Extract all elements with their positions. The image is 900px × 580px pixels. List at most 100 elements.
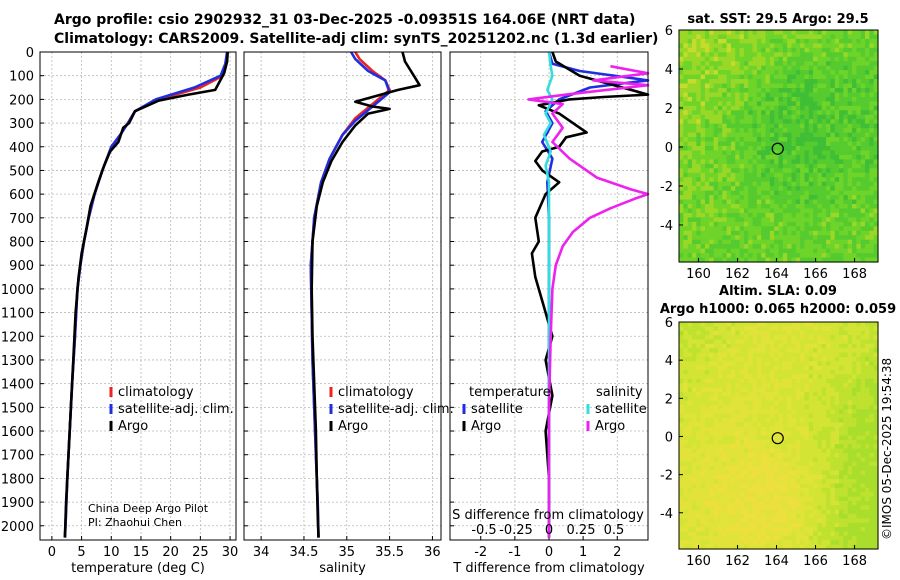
sst_map-cell bbox=[821, 79, 827, 85]
sla_map-cell bbox=[722, 413, 728, 419]
sla_map-cell bbox=[713, 391, 719, 397]
sst_map-cell bbox=[752, 137, 758, 143]
sst_map-cell bbox=[683, 195, 689, 201]
sst_map-cell bbox=[839, 52, 844, 58]
sst_map-cell bbox=[839, 217, 844, 223]
sst_map-cell bbox=[873, 190, 879, 196]
sst_map-cell bbox=[821, 65, 827, 71]
sst_map-cell bbox=[778, 88, 784, 94]
sla_map-cell bbox=[791, 330, 797, 336]
sst_map-cell bbox=[787, 168, 793, 174]
sst_map-cell bbox=[726, 208, 732, 214]
sst_map-cell bbox=[852, 186, 857, 192]
sla_map-cell bbox=[713, 535, 719, 541]
sst_map-cell bbox=[869, 195, 875, 201]
sla_map-cell bbox=[743, 444, 749, 450]
sst_map-cell bbox=[834, 65, 840, 71]
sst_map-cell bbox=[722, 163, 728, 169]
sst_map-cell bbox=[683, 38, 689, 44]
sla_map-cell bbox=[808, 343, 814, 349]
sst_map-cell bbox=[765, 141, 771, 147]
sla_map-cell bbox=[713, 435, 719, 441]
sla_map-cell bbox=[709, 391, 715, 397]
sst_map-cell bbox=[856, 92, 862, 98]
sla_map-cell bbox=[804, 522, 810, 528]
sst_map-cell bbox=[679, 38, 684, 44]
sst_map-cell bbox=[752, 230, 758, 236]
sla_map-cell bbox=[717, 509, 723, 515]
sla_map-cell bbox=[834, 413, 840, 419]
sla_map-cell bbox=[813, 474, 819, 480]
sla_map-cell bbox=[860, 496, 866, 502]
sla_map-cell bbox=[774, 500, 780, 506]
sst_map-cell bbox=[765, 168, 771, 174]
sla_map-cell bbox=[869, 361, 875, 367]
sst_map-cell bbox=[765, 105, 771, 111]
sst_map-cell bbox=[774, 123, 780, 129]
sst_map-cell bbox=[847, 159, 853, 165]
temperature-ytick-label: 200 bbox=[9, 93, 34, 108]
sla_map-cell bbox=[730, 496, 736, 502]
sla_map-cell bbox=[774, 452, 780, 458]
sla_map-cell bbox=[756, 431, 762, 437]
sla_map-cell bbox=[839, 509, 844, 515]
sst_map-cell bbox=[826, 43, 832, 49]
sst_map-cell bbox=[821, 114, 827, 120]
sst_map-cell bbox=[713, 43, 719, 49]
sla_map-cell bbox=[774, 330, 780, 336]
sst_map-cell bbox=[860, 137, 866, 143]
sst_map-cell bbox=[769, 190, 775, 196]
sla_map-cell bbox=[847, 461, 853, 467]
sla_map-cell bbox=[683, 343, 689, 349]
sst_map-cell bbox=[752, 61, 758, 67]
sst_map-cell bbox=[821, 195, 827, 201]
sst_map-cell bbox=[726, 253, 732, 259]
sst_map-cell bbox=[774, 199, 780, 205]
sla_map-cell bbox=[761, 396, 767, 402]
sst_map-cell bbox=[683, 177, 689, 183]
sst_map-cell bbox=[700, 30, 706, 36]
sst_map-cell bbox=[873, 195, 879, 201]
sla_map-cell bbox=[748, 339, 754, 345]
sst_map-cell bbox=[717, 61, 723, 67]
sst_map-cell bbox=[856, 70, 862, 76]
sla_map-cell bbox=[852, 431, 857, 437]
sla_map-cell bbox=[791, 413, 797, 419]
sla_map-cell bbox=[691, 330, 697, 336]
sla_map-cell bbox=[756, 435, 762, 441]
sst_map-cell bbox=[730, 146, 736, 152]
sla_map-cell bbox=[839, 470, 844, 476]
sst_map-cell bbox=[704, 257, 710, 263]
sla_map-cell bbox=[756, 383, 762, 389]
sst_map-cell bbox=[795, 190, 801, 196]
sla_map-cell bbox=[704, 404, 710, 410]
sst_map-cell bbox=[739, 132, 745, 138]
sla_map-cell bbox=[865, 339, 870, 345]
sst_map-cell bbox=[748, 212, 754, 218]
sst_map-cell bbox=[687, 248, 693, 254]
sla_map-cell bbox=[691, 457, 697, 463]
sst_map-cell bbox=[709, 123, 715, 129]
sst_map-cell bbox=[834, 177, 840, 183]
sst_map-cell bbox=[730, 47, 736, 53]
sst_map-cell bbox=[769, 199, 775, 205]
sst_map-cell bbox=[761, 146, 767, 152]
sst_map-cell bbox=[847, 212, 853, 218]
sst_map-cell bbox=[843, 123, 849, 129]
sst_map-cell bbox=[795, 70, 801, 76]
sst_map-cell bbox=[869, 244, 875, 250]
sla_map-cell bbox=[739, 400, 745, 406]
sla_map-cell bbox=[839, 535, 844, 541]
sst_map-cell bbox=[865, 132, 870, 138]
sst_map-cell bbox=[852, 38, 857, 44]
sst_map-cell bbox=[726, 141, 732, 147]
sst_map-cell bbox=[687, 186, 693, 192]
sla_map-cell bbox=[748, 426, 754, 432]
sst_map-cell bbox=[847, 47, 853, 53]
sla_map-cell bbox=[717, 352, 723, 358]
sla_map-cell bbox=[795, 383, 801, 389]
sla_map-cell bbox=[834, 500, 840, 506]
sst_map-cell bbox=[713, 101, 719, 107]
sst_map-cell bbox=[743, 235, 749, 241]
sst_map-cell bbox=[717, 70, 723, 76]
